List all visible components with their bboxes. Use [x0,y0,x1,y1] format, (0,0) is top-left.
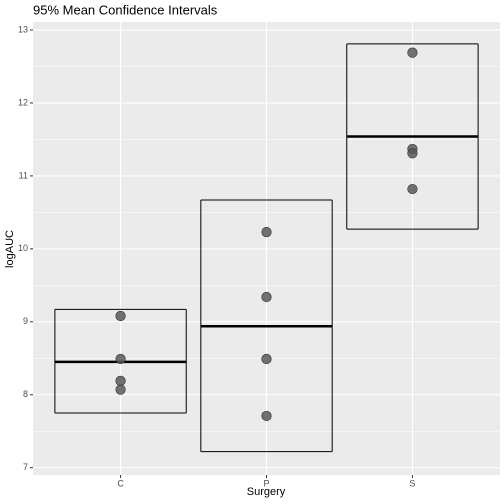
point [115,375,126,386]
y-tick-label: 13 [18,24,28,34]
y-axis-label: logAUC [4,230,16,268]
point [261,353,272,365]
y-tick-label: 12 [18,97,28,107]
point [115,310,126,322]
point [407,183,418,195]
y-tick-label: 9 [23,316,28,326]
y-tick-label: 7 [23,462,28,472]
point [407,47,418,58]
y-tick-label: 10 [18,243,28,253]
chart-title: 95% Mean Confidence Intervals [33,2,218,17]
point [115,384,126,395]
x-tick-label: S [409,478,415,488]
x-axis-label: Surgery [247,486,286,498]
point [115,353,126,365]
point [261,226,272,238]
y-tick-label: 8 [23,389,28,399]
x-tick-label: P [263,478,269,488]
point [261,410,272,422]
point [261,291,272,303]
x-tick-label: C [117,478,124,488]
y-tick-label: 11 [19,170,28,180]
point [407,148,418,159]
